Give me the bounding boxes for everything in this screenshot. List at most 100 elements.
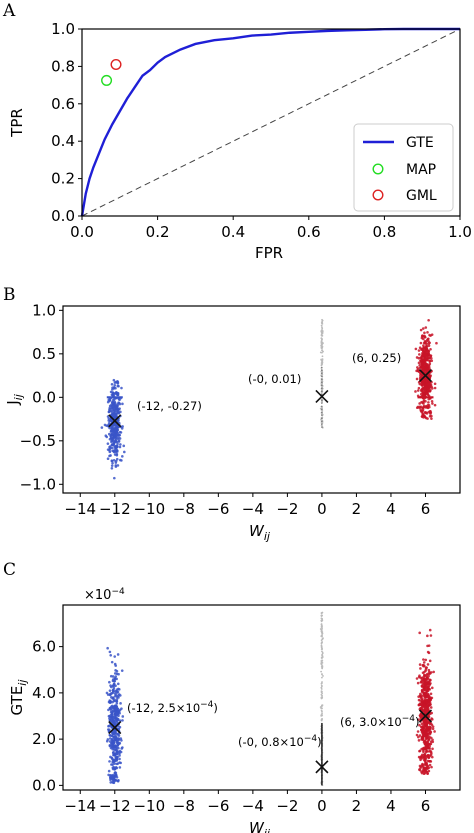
group-w6-point <box>427 644 431 647</box>
group-wneg12-point <box>117 746 120 750</box>
group-w6-point <box>428 683 431 687</box>
group-wneg12-point <box>121 455 124 458</box>
group-w6-point <box>430 755 434 759</box>
group-wneg12-point <box>111 393 115 397</box>
group-wneg12-point <box>107 724 111 728</box>
group-wneg12-point <box>112 406 115 410</box>
y-tick-label-c: 4.0 <box>32 684 56 702</box>
group-wneg12-point <box>114 705 118 709</box>
group-wneg12-point <box>114 464 118 467</box>
group-wneg12-point <box>116 741 119 745</box>
group-w0-point <box>321 328 324 330</box>
group-w6-point <box>421 381 424 384</box>
group-wneg12-point <box>116 384 120 388</box>
group-wneg12-point <box>113 415 117 418</box>
group-w6-point <box>423 357 427 360</box>
group-w6-point <box>418 353 421 356</box>
y-tick-label-b: −0.5 <box>20 432 56 450</box>
group-wneg12-point <box>115 695 119 699</box>
group-w6-point <box>422 661 426 664</box>
group-w6-point <box>421 327 425 330</box>
group-w6-point <box>419 341 423 345</box>
group-w6-point <box>424 743 428 747</box>
group-w0-point <box>320 682 323 685</box>
group-wneg12-point <box>117 714 120 718</box>
group-w6-point <box>421 727 425 730</box>
group-w6-point <box>418 768 422 772</box>
group-w6-point <box>428 659 432 663</box>
group-w6-point <box>416 389 420 392</box>
group-wneg12-point <box>106 442 110 445</box>
group-w0-point <box>321 690 323 693</box>
group-w6-point <box>429 706 433 709</box>
group-w0-point <box>319 351 322 354</box>
group-w6-point <box>418 723 421 727</box>
group-w6-point <box>418 734 422 737</box>
group-w6-point <box>427 410 431 414</box>
group-w0-point <box>320 412 323 415</box>
group-w6-point <box>433 403 437 407</box>
group-w6-point <box>421 354 425 358</box>
group-w6-point <box>424 681 428 685</box>
group-w0-point <box>319 628 322 630</box>
group-wneg12-point <box>108 699 112 702</box>
group-w6-point <box>424 326 428 329</box>
group-wneg12-point <box>107 773 110 777</box>
group-w6-point <box>422 658 425 661</box>
group-w6-point <box>427 714 430 718</box>
group-wneg12-point <box>111 689 115 693</box>
group-wneg12-point <box>114 664 118 667</box>
group-w6-point <box>422 747 426 751</box>
group-w6-point <box>424 406 428 409</box>
group-w6-point <box>427 738 430 742</box>
group-w0-point <box>321 330 323 333</box>
group-wneg12-point <box>100 426 104 429</box>
group-wneg12-point <box>115 774 118 777</box>
group-w6-point <box>420 694 423 697</box>
group-w6-point <box>424 762 428 766</box>
group-w0-point <box>320 398 323 400</box>
group-w6-point <box>423 390 427 393</box>
group-w6-point <box>432 670 435 674</box>
group-w6-point <box>423 331 426 335</box>
group-w6-point <box>423 384 427 387</box>
x-tick-label-c: −6 <box>207 797 229 815</box>
group-w6-point <box>430 723 434 727</box>
group-wneg12-point <box>121 746 124 749</box>
y-axis-label-a: TPR <box>8 108 26 138</box>
group-wneg12-point <box>112 459 116 462</box>
group-wneg12-point <box>111 401 114 404</box>
group-wneg12-point <box>108 447 111 451</box>
panel-label-c: C <box>3 560 16 580</box>
y-tick-label-b: 0.5 <box>32 345 56 363</box>
group-w6-point <box>417 739 421 742</box>
group-w0-point <box>320 364 323 367</box>
group-wneg12-point <box>114 745 117 748</box>
group-w0-point <box>321 619 324 622</box>
group-w6-point <box>424 750 428 754</box>
group-w0-point <box>321 401 324 404</box>
group-w6-point <box>427 750 431 753</box>
group-w6-point <box>417 361 421 365</box>
group-wneg12-point <box>113 428 117 432</box>
group-wneg12-point <box>113 476 116 480</box>
group-w6-point <box>428 731 432 735</box>
group-wneg12-point <box>107 417 111 420</box>
group-w6-point <box>422 758 426 762</box>
group-w6-point <box>428 754 432 758</box>
group-w6-point <box>423 411 427 414</box>
group-wneg12-point <box>113 778 117 782</box>
group-wneg12-point <box>116 382 120 385</box>
group-w0-point <box>321 695 323 698</box>
group-wneg12-point <box>119 737 123 740</box>
x-axis-label-a: FPR <box>255 244 283 262</box>
group-wneg12-point <box>117 408 120 411</box>
group-w6-point <box>424 658 428 662</box>
group-w6-point <box>422 709 425 713</box>
group-w6-point <box>424 740 427 744</box>
group-wneg12-point <box>118 766 122 769</box>
legend-label-map: MAP <box>406 162 436 178</box>
group-w6-point <box>422 414 426 417</box>
group-wneg12-point <box>115 669 119 673</box>
y-tick-label-a: 1.0 <box>51 20 75 38</box>
